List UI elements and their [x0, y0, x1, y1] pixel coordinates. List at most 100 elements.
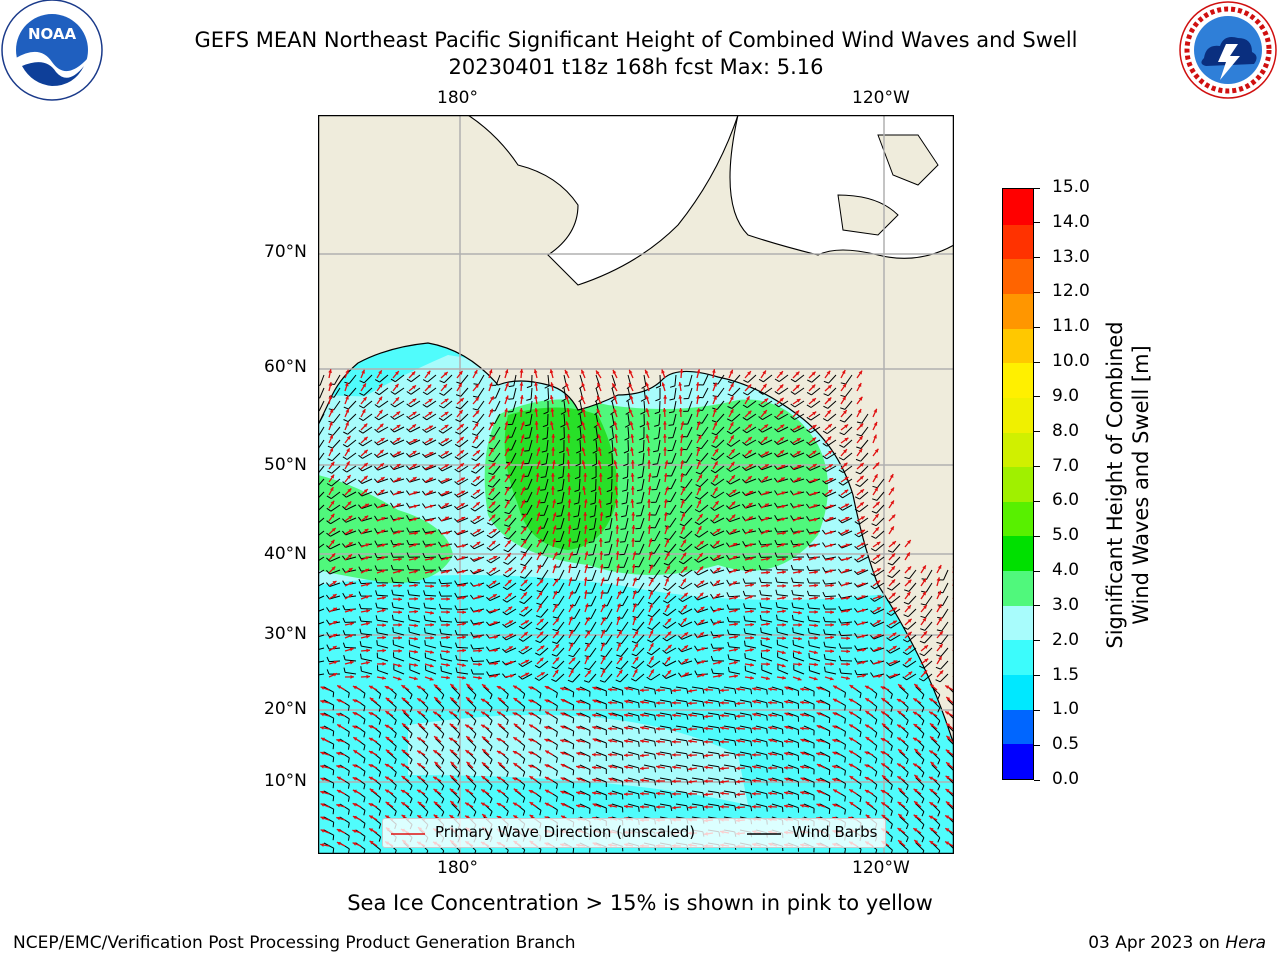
wave-direction-arrowhead — [430, 610, 434, 615]
wind-barb — [605, 621, 613, 632]
wave-direction-arrowhead — [849, 698, 853, 703]
wind-barb-flag — [332, 796, 335, 802]
wind-barb-flag — [727, 654, 730, 660]
wave-direction-arrowhead — [890, 526, 894, 531]
wind-barb-flag — [473, 383, 479, 385]
wave-direction-arrowhead — [798, 623, 802, 627]
wave-direction-arrowhead — [555, 644, 559, 649]
wave-direction-arrowhead — [891, 566, 895, 571]
wind-barb — [611, 738, 623, 743]
wind-barb — [547, 374, 550, 386]
wave-direction-arrowhead — [365, 503, 369, 508]
wind-barb-flag — [439, 641, 442, 647]
wind-barb — [493, 426, 501, 437]
wind-barb-flag — [537, 577, 543, 580]
wind-barb — [579, 738, 591, 745]
wind-barb-flag — [828, 808, 831, 814]
wind-barb-flag — [470, 631, 474, 637]
wind-barb — [940, 647, 949, 657]
wave-direction-arrowhead — [378, 383, 383, 388]
wind-barb — [595, 751, 607, 757]
wave-direction-arrowhead — [892, 632, 897, 637]
wave-direction-arrowhead — [382, 676, 386, 680]
wind-barb — [707, 699, 719, 703]
wind-barb — [761, 669, 773, 675]
wave-direction-arrowhead — [444, 438, 449, 442]
wind-barb-flag — [766, 702, 768, 708]
wave-direction-arrowhead — [560, 687, 564, 691]
wind-barb-flag — [615, 666, 621, 670]
wave-direction-arrowhead — [768, 726, 772, 730]
wave-direction-arrowhead — [433, 723, 438, 728]
wave-direction-arrowhead — [663, 447, 667, 451]
arctic-ocean — [467, 115, 739, 286]
wind-barb — [441, 670, 453, 675]
wind-barb — [627, 686, 639, 691]
wave-direction-arrowhead — [731, 475, 735, 480]
wave-direction-arrowhead — [829, 478, 834, 482]
wind-barb — [346, 465, 357, 473]
wave-direction-arrowhead — [328, 382, 333, 387]
wave-direction-arrowhead — [552, 499, 556, 503]
wind-barb-flag — [647, 626, 653, 631]
wind-barb-flag — [440, 666, 442, 672]
wind-barb-flag — [347, 731, 350, 737]
wave-direction-arrowhead — [781, 465, 786, 469]
wind-barb — [393, 439, 405, 445]
noaa-logo: NOAA — [0, 0, 104, 104]
wind-barb — [572, 647, 581, 658]
wind-barb — [777, 606, 789, 610]
wave-direction-arrowhead — [829, 569, 834, 573]
wind-barb-flag — [363, 771, 366, 777]
wave-direction-arrowhead — [492, 594, 497, 598]
wave-direction-arrowhead — [508, 646, 513, 650]
wind-barb-flag — [599, 680, 605, 683]
wind-barb-flag — [456, 381, 462, 385]
wind-barb — [729, 671, 741, 675]
wave-direction-arrowhead — [714, 474, 718, 479]
wave-direction-arrowhead — [553, 590, 558, 595]
wind-barb-flag — [854, 521, 860, 525]
wave-direction-arrowhead — [363, 463, 368, 467]
wind-barb-flag — [791, 602, 794, 608]
wind-barb — [803, 764, 815, 770]
wind-barb-flag — [822, 567, 826, 572]
wind-barb — [771, 686, 783, 691]
wind-barb — [458, 452, 469, 460]
wind-barb-flag — [343, 419, 349, 423]
wind-barb-flag — [589, 515, 595, 518]
wind-barb-flag — [441, 733, 445, 739]
wave-direction-arrowhead — [352, 725, 357, 729]
wind-barb-flag — [742, 479, 747, 484]
wind-barb-flag — [759, 602, 762, 608]
wind-barb-flag — [702, 714, 705, 720]
wind-barb-flag — [572, 541, 578, 543]
wind-barb — [403, 738, 413, 747]
wave-direction-arrowhead — [481, 724, 486, 729]
wind-barb — [499, 764, 509, 773]
wave-direction-arrowhead — [397, 676, 402, 681]
wave-direction-arrowhead — [865, 685, 869, 690]
wind-barb-flag — [937, 720, 941, 726]
wind-barb — [873, 608, 885, 615]
wind-barb-flag — [806, 553, 810, 559]
wave-direction-arrowhead — [798, 596, 802, 601]
wave-direction-arrowhead — [936, 577, 941, 582]
wind-barb — [377, 607, 389, 610]
wind-barb — [460, 400, 469, 410]
wave-direction-arrowhead — [704, 687, 708, 692]
wind-barb-flag — [539, 758, 542, 764]
wind-barb — [939, 673, 949, 683]
wave-direction-arrowhead — [430, 596, 434, 601]
wave-direction-arrowhead — [680, 421, 685, 426]
wind-barb — [377, 478, 389, 484]
wave-direction-arrowhead — [697, 460, 701, 465]
wind-barb — [827, 400, 837, 409]
wave-direction-arrowhead — [346, 435, 351, 440]
wind-barb-flag — [438, 417, 444, 422]
wave-direction-arrowhead — [811, 398, 816, 402]
wave-direction-arrowhead — [584, 564, 589, 569]
wave-direction-arrowhead — [602, 617, 606, 622]
wave-direction-arrowhead — [747, 450, 752, 454]
wave-direction-arrowhead — [700, 606, 705, 611]
